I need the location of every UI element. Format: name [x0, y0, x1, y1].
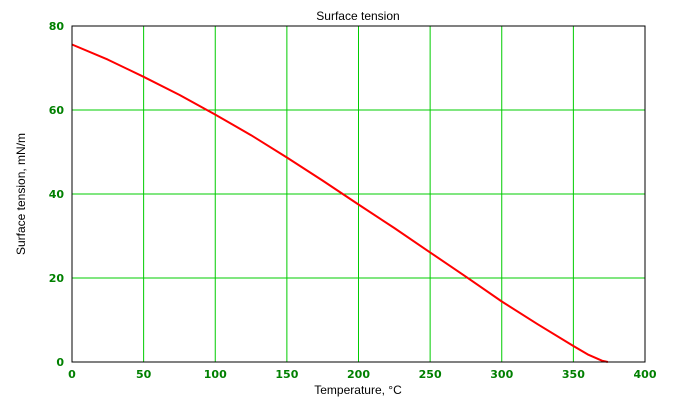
x-axis-label: Temperature, °C: [314, 383, 402, 397]
x-tick-label: 50: [136, 368, 152, 381]
y-tick-label: 0: [56, 356, 64, 369]
y-axis-label: Surface tension, mN/m: [14, 133, 28, 255]
x-tick-label: 100: [204, 368, 227, 381]
x-tick-label: 250: [419, 368, 442, 381]
chart-title: Surface tension: [316, 9, 399, 23]
x-tick-labels: 0 50 100 150 200 250 300 350 400: [68, 368, 657, 381]
x-tick-label: 150: [275, 368, 298, 381]
x-tick-label: 300: [490, 368, 513, 381]
x-tick-label: 350: [562, 368, 585, 381]
y-tick-label: 60: [49, 104, 65, 117]
y-tick-label: 80: [49, 20, 65, 33]
x-tick-label: 400: [634, 368, 657, 381]
series-line: [71, 43, 609, 363]
plot-border: [71, 25, 646, 363]
x-tick-label: 200: [347, 368, 370, 381]
series-layer: [71, 43, 609, 363]
x-tick-label: 0: [68, 368, 76, 381]
y-tick-label: 40: [49, 188, 65, 201]
y-tick-label: 20: [49, 272, 65, 285]
y-tick-labels: 0 20 40 60 80: [49, 20, 65, 369]
